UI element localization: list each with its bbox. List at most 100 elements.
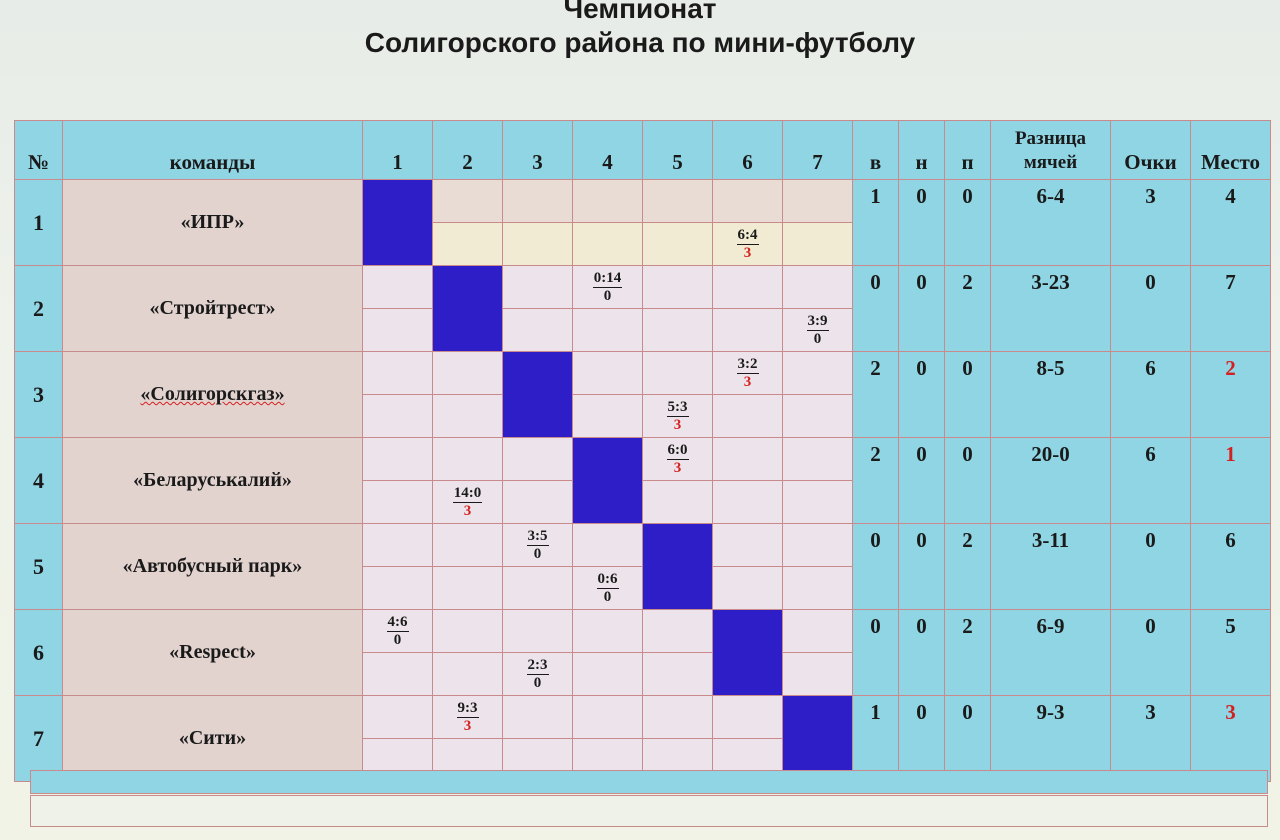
team-name: «Сити»	[62, 695, 363, 782]
result-cell	[362, 652, 433, 696]
result-cell	[712, 394, 783, 438]
team-losses-value: 0	[962, 442, 973, 466]
match-points: 3	[463, 717, 472, 734]
result-cell	[642, 222, 713, 266]
team-points-value: 0	[1145, 528, 1156, 552]
team-name-text: «Солигорскгаз»	[140, 383, 285, 405]
team-row-5-lower: 0:6 0	[15, 566, 1271, 610]
result-cell	[782, 437, 853, 481]
header-goal-diff-line1: Разница	[1014, 128, 1087, 149]
team-draws: 0	[898, 351, 945, 438]
result-cell	[362, 695, 433, 739]
page-title: Чемпионат Солигорского района по мини-фу…	[0, 0, 1280, 60]
result-cell	[712, 523, 783, 567]
result-cell	[712, 480, 783, 524]
header-col-1: 1	[362, 120, 433, 180]
team-row-6-upper: 6 «Respect» 4:6 0 0 0 2 6-9 0 5	[14, 609, 1271, 696]
team-draws-value: 0	[916, 356, 927, 380]
team-wins: 0	[852, 609, 899, 696]
header-num: №	[14, 120, 63, 180]
result-cell	[782, 652, 853, 696]
result-cell	[642, 308, 713, 352]
match-result: 0:6 0	[596, 571, 619, 606]
result-cell	[712, 308, 783, 352]
team-place: 2	[1190, 351, 1271, 438]
match-points: 3	[673, 416, 682, 433]
result-cell	[642, 179, 713, 223]
match-points: 0	[813, 330, 822, 347]
result-cell	[642, 695, 713, 739]
team-place: 1	[1190, 437, 1271, 524]
team-points: 3	[1110, 179, 1191, 266]
match-score: 14:0	[452, 484, 483, 503]
team-wins-value: 0	[870, 614, 881, 638]
team-place: 5	[1190, 609, 1271, 696]
team-wins-value: 2	[870, 442, 881, 466]
result-cell: 0:14 0	[572, 265, 643, 309]
header-place: Место	[1190, 120, 1271, 180]
standings-table-wrapper: № команды 1 2 3 4 5 6 7 в н п Разница мя…	[14, 120, 1271, 782]
team-draws: 0	[898, 523, 945, 610]
result-cell	[572, 652, 643, 696]
team-place-value: 3	[1225, 700, 1236, 724]
team-row-4-upper: 4 «Беларуськалий» 6:0 3 2 0 0 20-0 6 1	[14, 437, 1271, 524]
standings-table: № команды 1 2 3 4 5 6 7 в н п Разница мя…	[14, 120, 1271, 782]
result-cell	[782, 394, 853, 438]
result-cell	[782, 351, 853, 395]
team-number: 4	[14, 437, 63, 524]
team-points-value: 3	[1145, 184, 1156, 208]
result-cell	[642, 609, 713, 653]
team-losses-value: 2	[962, 614, 973, 638]
match-points: 0	[533, 545, 542, 562]
result-cell	[712, 566, 783, 610]
result-cell	[502, 609, 573, 653]
diagonal-cell	[572, 437, 643, 524]
team-goal-diff: 20-0	[990, 437, 1111, 524]
result-cell	[572, 523, 643, 567]
result-cell	[502, 480, 573, 524]
header-row: № команды 1 2 3 4 5 6 7 в н п Разница мя…	[14, 120, 1271, 180]
result-cell	[362, 351, 433, 395]
team-goal-diff: 6-9	[990, 609, 1111, 696]
team-draws-value: 0	[916, 270, 927, 294]
team-place-value: 2	[1225, 356, 1236, 380]
result-cell	[362, 394, 433, 438]
team-row-2-upper: 2 «Стройтрест» 0:14 0 0 0 2 3-23 0 7	[14, 265, 1271, 352]
match-score: 9:3	[456, 699, 479, 718]
team-points: 0	[1110, 523, 1191, 610]
team-wins: 0	[852, 265, 899, 352]
result-cell	[432, 566, 503, 610]
result-cell	[362, 480, 433, 524]
match-score: 3:2	[736, 355, 759, 374]
result-cell	[502, 308, 573, 352]
team-number: 7	[14, 695, 63, 782]
result-cell	[502, 566, 573, 610]
header-col-7: 7	[782, 120, 853, 180]
match-result: 3:2 3	[736, 355, 759, 391]
header-col-3: 3	[502, 120, 573, 180]
team-place: 4	[1190, 179, 1271, 266]
team-goal-diff-value: 6-4	[1036, 184, 1065, 208]
team-losses-value: 0	[962, 184, 973, 208]
match-result: 2:3 0	[526, 657, 549, 692]
team-losses-value: 0	[962, 356, 973, 380]
match-score: 6:4	[736, 226, 759, 245]
title-line-1: Чемпионат	[563, 0, 717, 24]
team-goal-diff: 3-11	[990, 523, 1111, 610]
result-cell	[572, 179, 643, 223]
team-wins: 2	[852, 351, 899, 438]
result-cell	[642, 480, 713, 524]
result-cell	[432, 222, 503, 266]
match-points: 3	[743, 244, 752, 261]
team-draws-value: 0	[916, 528, 927, 552]
result-cell	[572, 394, 643, 438]
header-teams: команды	[62, 120, 363, 180]
result-cell: 9:3 3	[432, 695, 503, 739]
result-cell	[572, 308, 643, 352]
team-losses: 2	[944, 609, 991, 696]
team-wins: 2	[852, 437, 899, 524]
team-draws: 0	[898, 609, 945, 696]
team-goal-diff-value: 3-11	[1031, 528, 1070, 552]
team-name: «Солигорскгаз»	[62, 351, 363, 438]
result-cell: 3:5 0	[502, 523, 573, 567]
